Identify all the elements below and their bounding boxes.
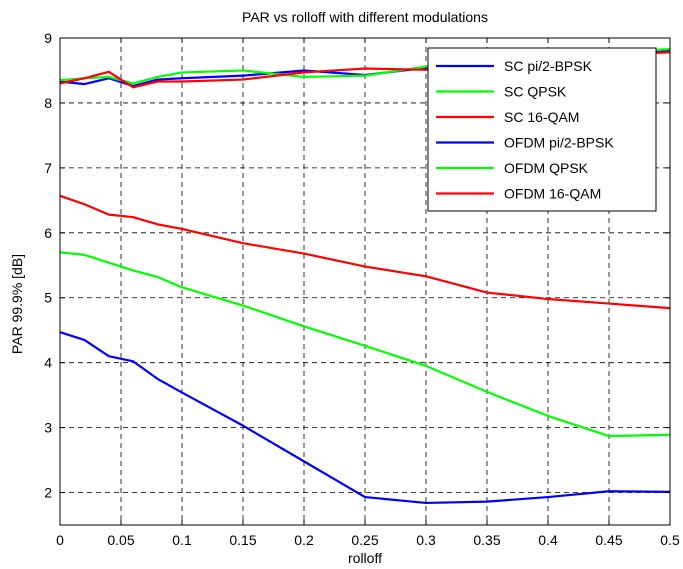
y-tick-label: 2 [44, 485, 52, 501]
x-tick-label: 0.45 [595, 532, 622, 548]
series-line-5 [59, 251, 671, 438]
legend-box [427, 47, 657, 212]
x-tick-label: 0.2 [294, 532, 314, 548]
x-tick-label: 0.4 [538, 532, 558, 548]
y-tick-label: 8 [44, 95, 52, 111]
x-tick-label: 0.5 [660, 532, 680, 548]
series-line-4 [59, 331, 671, 505]
y-axis-label: PAR 99.9% [dB] [9, 254, 25, 354]
x-tick-label: 0.15 [229, 532, 256, 548]
y-tick-label: 3 [44, 420, 52, 436]
x-tick-label: 0.3 [416, 532, 436, 548]
chart-title: PAR vs rolloff with different modulation… [242, 9, 488, 25]
y-tick-label: 4 [44, 355, 52, 371]
x-tick-label: 0.1 [172, 532, 192, 548]
x-tick-label: 0.05 [107, 532, 134, 548]
legend-label: SC QPSK [504, 84, 567, 100]
legend-label: OFDM pi/2-BPSK [504, 135, 614, 151]
y-tick-label: 7 [44, 160, 52, 176]
series-line-6 [59, 194, 671, 310]
legend-label: OFDM QPSK [504, 160, 589, 176]
y-tick-label: 6 [44, 225, 52, 241]
x-tick-label: 0 [56, 532, 64, 548]
x-axis-label: rolloff [348, 550, 382, 566]
legend: SC pi/2-BPSK SC QPSK SC 16-QAM OFDM pi/2-BP… [427, 47, 657, 212]
y-tick-label: 9 [44, 30, 52, 46]
legend-label: OFDM 16-QAM [504, 186, 601, 202]
legend-label: SC 16-QAM [504, 109, 579, 125]
x-tick-label: 0.25 [351, 532, 378, 548]
legend-label: SC pi/2-BPSK [504, 58, 593, 74]
x-tick-label: 0.35 [473, 532, 500, 548]
axis-ticks: 0 0.05 0.1 0.15 0.2 0.25 0.3 0.35 0.4 0.45 0.5 2 3 4 5… [44, 30, 680, 548]
y-tick-label: 5 [44, 290, 52, 306]
